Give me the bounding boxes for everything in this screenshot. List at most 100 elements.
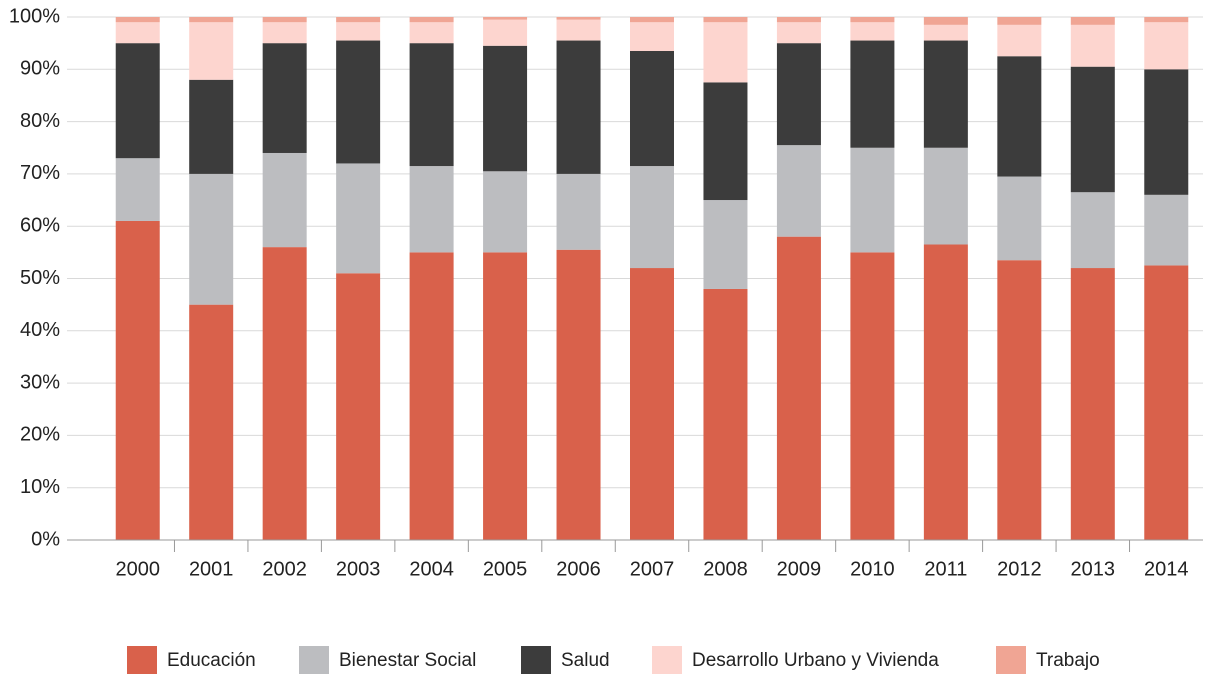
x-tick-label: 2000 <box>115 558 160 580</box>
bar-segment <box>189 22 234 80</box>
x-tick-label: 2004 <box>409 558 454 580</box>
bar-segment <box>556 17 601 20</box>
bar-segment <box>483 252 528 540</box>
bar-segment <box>703 288 748 540</box>
bar-segment <box>703 22 748 83</box>
bar-segment <box>1070 66 1115 193</box>
bar-segment <box>189 173 234 305</box>
bar-segment <box>409 22 454 44</box>
y-tick-label: 80% <box>20 110 60 132</box>
bar-segment <box>115 17 160 23</box>
x-tick-label: 2001 <box>189 558 234 580</box>
bar-segment <box>776 22 821 44</box>
bar-segment <box>923 244 968 540</box>
legend-label: Salud <box>561 650 610 671</box>
bar-segment <box>409 252 454 540</box>
bar-segment <box>776 236 821 540</box>
y-tick-label: 90% <box>20 58 60 80</box>
y-tick-label: 60% <box>20 214 60 236</box>
x-tick-label: 2014 <box>1144 558 1189 580</box>
bar-segment <box>336 17 381 23</box>
x-tick-label: 2012 <box>997 558 1042 580</box>
bar-segment <box>776 145 821 237</box>
bar-segment <box>703 82 748 201</box>
bar-segment <box>997 24 1042 57</box>
y-tick-label: 30% <box>20 371 60 393</box>
legend-swatch <box>521 646 551 674</box>
bar-segment <box>630 268 674 540</box>
x-tick-label: 2011 <box>924 558 967 580</box>
x-tick-label: 2010 <box>850 558 895 580</box>
bar-segment <box>483 171 528 253</box>
bar-segment <box>1070 268 1115 540</box>
bar-segment <box>1070 17 1115 25</box>
bar-segment <box>115 22 160 44</box>
bar-segment <box>850 147 895 253</box>
bar-segment <box>1144 17 1189 23</box>
bar-segment <box>1144 194 1189 266</box>
legend-swatch <box>299 646 329 674</box>
bar-segment <box>262 247 307 540</box>
bar-segment <box>997 17 1042 25</box>
x-tick-label: 2005 <box>483 558 528 580</box>
bar-segment <box>703 17 748 23</box>
y-tick-label: 40% <box>20 319 60 341</box>
legend-swatch <box>652 646 682 674</box>
bar-segment <box>630 17 674 23</box>
bar-segment <box>409 43 454 167</box>
y-tick-label: 70% <box>20 162 60 184</box>
bar-segment <box>630 50 674 167</box>
bar-segment <box>262 43 307 153</box>
bar-segment <box>115 220 160 540</box>
bar-segment <box>409 166 454 253</box>
bar-segment <box>1070 24 1115 67</box>
bar-segment <box>262 152 307 248</box>
bar-segment <box>630 22 674 51</box>
x-tick-label: 2009 <box>777 558 822 580</box>
bar-segment <box>336 22 381 41</box>
bar-segment <box>556 40 601 174</box>
legend-swatch <box>996 646 1026 674</box>
bar-segment <box>850 40 895 148</box>
bar-segment <box>262 17 307 23</box>
y-tick-label: 0% <box>31 528 60 550</box>
bar-segment <box>1144 22 1189 70</box>
bar-segment <box>556 249 601 541</box>
x-tick-label: 2006 <box>556 558 601 580</box>
bar-segment <box>776 43 821 146</box>
x-tick-label: 2002 <box>262 558 307 580</box>
y-tick-label: 10% <box>20 476 60 498</box>
bar-segment <box>409 17 454 23</box>
bar-segment <box>336 273 381 540</box>
bar-segment <box>483 19 528 46</box>
x-tick-label: 2013 <box>1071 558 1116 580</box>
bar-segment <box>556 173 601 250</box>
legend-label: Trabajo <box>1036 650 1100 671</box>
legend-label: Bienestar Social <box>339 650 476 671</box>
bar-segment <box>997 260 1042 540</box>
x-tick-label: 2008 <box>703 558 748 580</box>
y-tick-label: 50% <box>20 267 60 289</box>
legend-label: Educación <box>167 650 256 671</box>
bar-segment <box>189 304 234 540</box>
bar-segment <box>923 24 968 41</box>
bar-segment <box>630 166 674 269</box>
bar-segment <box>923 147 968 245</box>
bar-segment <box>997 176 1042 261</box>
legend-label: Desarrollo Urbano y Vivienda <box>692 650 939 671</box>
y-tick-label: 100% <box>9 5 60 27</box>
bar-segment <box>189 79 234 174</box>
bar-segment <box>703 200 748 289</box>
bar-segment <box>483 17 528 20</box>
bar-segment <box>336 163 381 274</box>
bar-segment <box>262 22 307 44</box>
bar-segment <box>923 40 968 148</box>
bar-segment <box>997 56 1042 177</box>
bar-segment <box>336 40 381 164</box>
bar-segment <box>1144 265 1189 540</box>
bar-segment <box>923 17 968 25</box>
y-tick-label: 20% <box>20 424 60 446</box>
bar-segment <box>556 19 601 41</box>
bar-segment <box>115 158 160 221</box>
